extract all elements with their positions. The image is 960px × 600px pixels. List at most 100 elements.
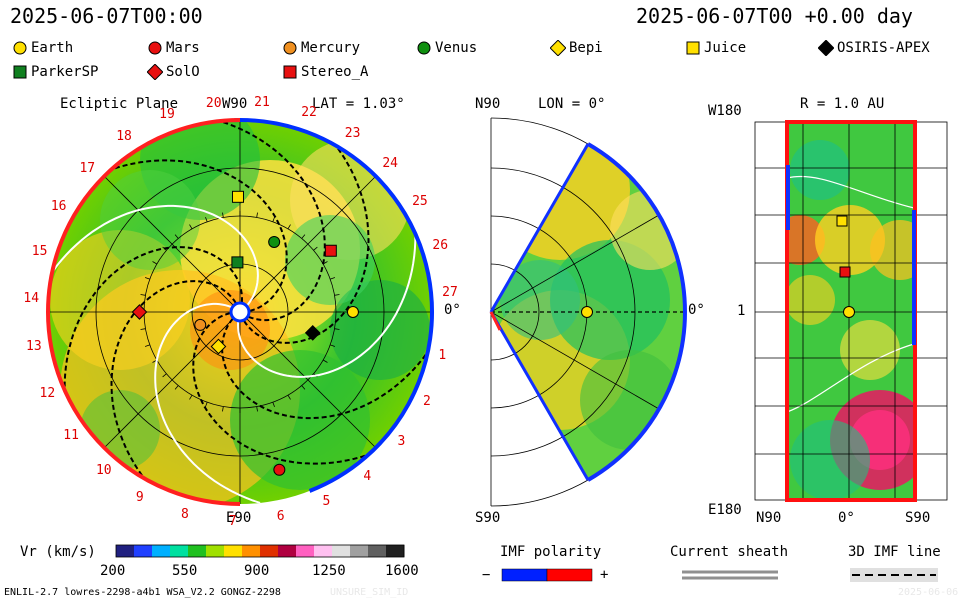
juice-marker [231, 190, 244, 203]
legend-label: Earth [31, 40, 74, 56]
carrington-label: 3 [397, 434, 406, 450]
footer-run: UNSURE_SIM_ID [330, 587, 409, 598]
legend-label: Mars [166, 40, 200, 56]
carrington-label: 4 [363, 468, 372, 484]
mars-icon [148, 41, 162, 55]
ecliptic-bottom-label: E90 [226, 510, 252, 526]
current-sheath-line [236, 233, 417, 378]
carrington-label: 25 [412, 194, 428, 210]
colorbar-segment [332, 545, 351, 557]
colorbar-segment [224, 545, 243, 557]
current-sheath-line [154, 302, 261, 504]
meridional-bottom-label: S90 [475, 510, 501, 526]
bepi-marker [210, 338, 227, 355]
osiris-apex-icon [817, 39, 835, 57]
legend-label: ParkerSP [31, 64, 99, 80]
meridional-lon-label: LON = 0° [538, 96, 606, 112]
datetime-right: 2025-06-07T00 +0.00 day [636, 4, 913, 28]
earth-marker-sphere [843, 306, 855, 318]
legend-label: Stereo_A [301, 64, 369, 80]
mercury-icon [283, 41, 297, 55]
sphere-bottom-left-label: E180 [708, 502, 742, 518]
earth-marker [346, 306, 359, 318]
imf-line-label: 3D IMF line [848, 544, 941, 560]
imf-polarity-label: IMF polarity [500, 544, 602, 560]
colorbar [115, 544, 405, 558]
stereo-a-marker [324, 244, 337, 257]
colorbar-segment [368, 545, 387, 557]
carrington-label: 16 [50, 199, 67, 215]
imf-line [219, 120, 326, 322]
legend-item-stereo-a: Stereo_A [282, 64, 368, 80]
legend-label: OSIRIS-APEX [837, 40, 930, 56]
parkersp-icon [13, 65, 27, 79]
ecliptic-lat-label: LAT = 1.03° [312, 96, 405, 112]
legend-item-parkersp: ParkerSP [12, 64, 98, 80]
colorbar-segment [188, 545, 207, 557]
legend-item-solo: SolO [146, 63, 200, 81]
imf-positive-swatch [546, 568, 593, 582]
colorbar-tick-0: 200 [100, 563, 126, 579]
legend-label: Mercury [301, 40, 361, 56]
colorbar-segment [152, 545, 171, 557]
carrington-label: 12 [39, 385, 56, 401]
carrington-label: 22 [301, 105, 317, 121]
sphere-r-label: R = 1.0 AU [800, 96, 885, 112]
carrington-label: 26 [432, 238, 449, 254]
imf-line [221, 318, 429, 420]
imf-line [111, 159, 288, 312]
imf-line [192, 312, 369, 465]
colorbar-segment [170, 545, 189, 557]
carrington-label: 5 [322, 493, 331, 509]
current-sheath-swatch [682, 570, 778, 580]
venus-marker [268, 235, 281, 248]
carrington-label: 15 [31, 243, 48, 259]
colorbar-tick-4: 1600 [385, 563, 419, 579]
ecliptic-right-label: 0° [444, 302, 461, 318]
carrington-label: 21 [254, 95, 270, 111]
footer-date: 2025-06-06 [898, 587, 959, 598]
carrington-label: 14 [23, 291, 40, 307]
legend-label: SolO [166, 64, 200, 80]
colorbar-segment [296, 545, 315, 557]
carrington-label: 11 [63, 427, 79, 443]
colorbar-tick-3: 1250 [312, 563, 346, 579]
legend-item-earth: Earth [12, 40, 73, 56]
colorbar-label: Vr (km/s) [20, 544, 96, 560]
carrington-label: 24 [382, 156, 399, 172]
solo-marker [131, 304, 148, 320]
earth-marker-meridional [581, 306, 593, 318]
ecliptic-title: Ecliptic Plane [60, 96, 179, 112]
colorbar-segment [260, 545, 279, 557]
carrington-label: 27 [442, 285, 458, 301]
meridional-panel [489, 117, 687, 507]
current-sheath-line [51, 204, 259, 306]
datetime-left: 2025-06-07T00:00 [10, 4, 203, 28]
carrington-label: 1 [438, 347, 447, 363]
legend-label: Bepi [569, 40, 603, 56]
carrington-label: 2 [422, 393, 431, 409]
juice-icon [686, 41, 700, 55]
meridional-right-label: 0° [688, 302, 705, 318]
colorbar-segment [350, 545, 369, 557]
sphere-x-label-n: N90 [756, 510, 782, 526]
colorbar-segment [116, 545, 135, 557]
imf-negative-swatch [501, 568, 548, 582]
colorbar-tick-2: 900 [244, 563, 270, 579]
carrington-label: 20 [205, 95, 222, 111]
legend-item-mercury: Mercury [282, 40, 360, 56]
imf-line [110, 280, 237, 479]
ecliptic-top-label: W90 [222, 96, 248, 112]
osiris-apex-marker [304, 325, 321, 341]
imf-line-swatch [850, 568, 938, 582]
legend-label: Juice [704, 40, 747, 56]
mercury-marker [194, 318, 207, 331]
imf-line [63, 246, 244, 391]
stereo-a-icon [283, 65, 297, 79]
carrington-label: 9 [135, 490, 144, 506]
colorbar-segment [386, 545, 405, 557]
sun-icon [229, 301, 251, 323]
carrington-label: 8 [180, 507, 189, 523]
earth-icon [13, 41, 27, 55]
legend-item-mars: Mars [147, 40, 200, 56]
